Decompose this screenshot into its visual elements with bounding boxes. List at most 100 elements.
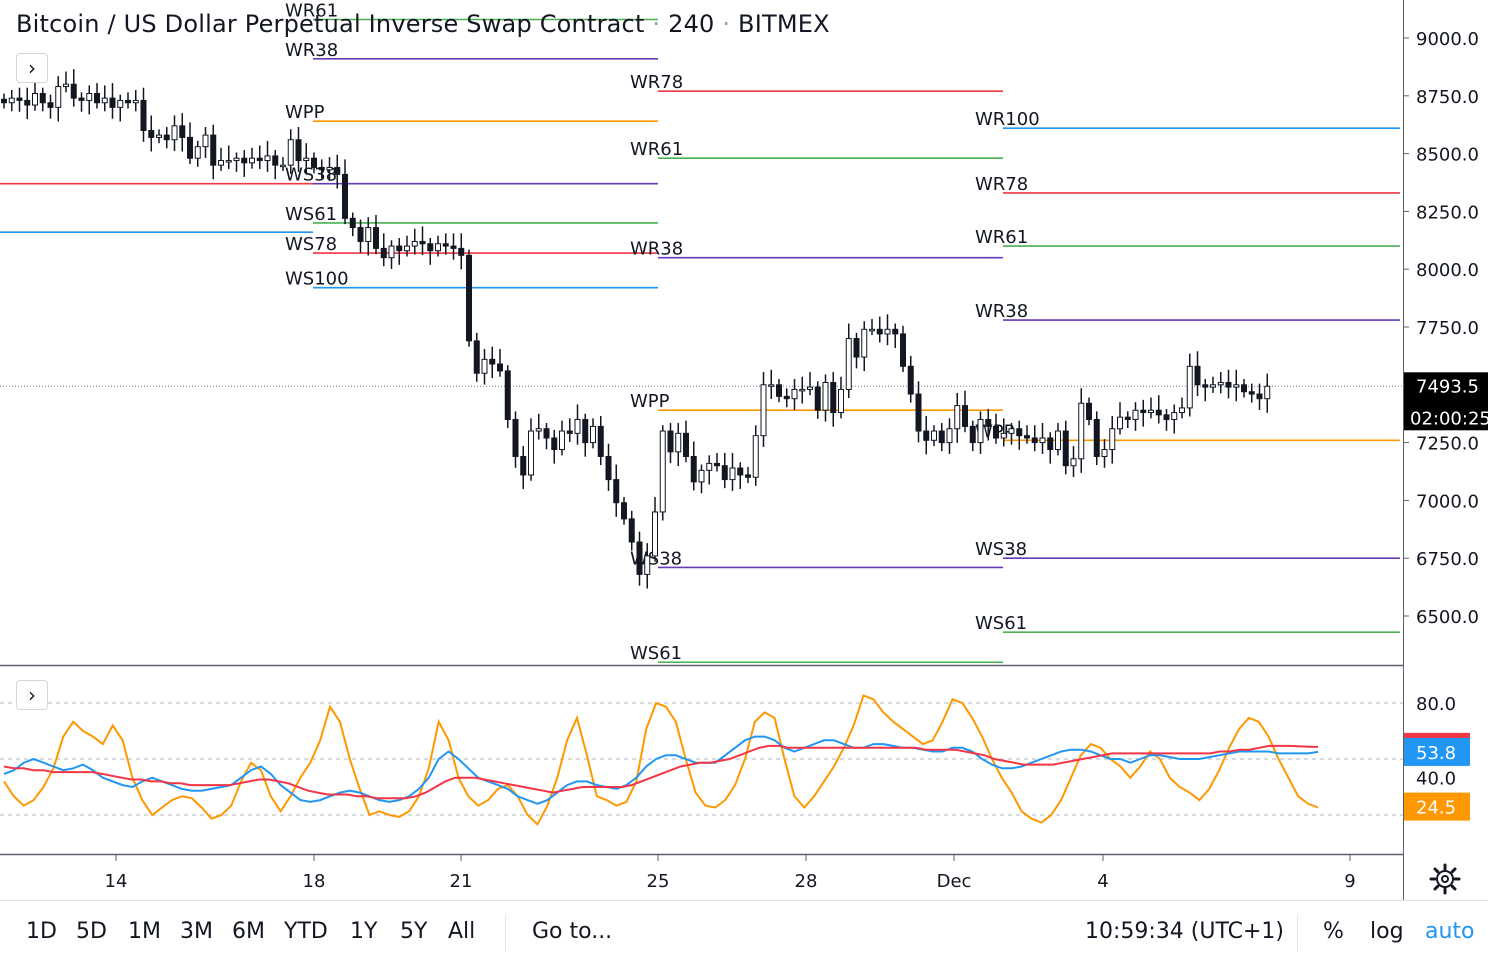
clock-timezone-label[interactable]: 10:59:34 (UTC+1): [1085, 919, 1285, 944]
indicator-value-label: 53.8: [1416, 743, 1456, 764]
candle: [24, 99, 31, 106]
pivot-label: WS38: [975, 539, 1027, 560]
range-5y-button[interactable]: 5Y: [400, 919, 428, 944]
range-all-button[interactable]: All: [448, 919, 476, 944]
range-1d-button[interactable]: 1D: [26, 919, 57, 944]
candle: [582, 418, 589, 444]
candle: [419, 240, 426, 245]
time-tick-label: 21: [450, 871, 473, 892]
candle: [605, 455, 612, 481]
candle: [551, 437, 558, 451]
interval-label[interactable]: 240: [668, 10, 715, 38]
candle: [698, 469, 705, 483]
candle: [32, 92, 38, 106]
time-tick-label: 18: [303, 871, 326, 892]
candle: [1078, 402, 1085, 460]
candle: [125, 99, 131, 104]
candle: [675, 432, 682, 453]
candle: [1070, 458, 1077, 467]
candle: [535, 428, 542, 432]
candle: [8, 97, 15, 104]
price-tick-label: 6750.0: [1416, 549, 1479, 570]
candle: [706, 462, 713, 471]
price-tick-label: 9000.0: [1416, 29, 1479, 50]
candle: [760, 384, 767, 437]
candle: [264, 155, 271, 162]
range-1m-button[interactable]: 1M: [128, 919, 161, 944]
candle: [543, 428, 550, 439]
candle: [621, 502, 627, 520]
pivot-label: WR61: [285, 1, 338, 22]
range-3m-button[interactable]: 3M: [180, 919, 213, 944]
candle: [295, 139, 302, 162]
candle: [225, 160, 232, 163]
candle: [404, 245, 410, 252]
range-1y-button[interactable]: 1Y: [350, 919, 378, 944]
candle: [380, 247, 387, 259]
percent-scale-button[interactable]: %: [1323, 919, 1344, 944]
candle: [1093, 418, 1100, 457]
candle: [1233, 384, 1240, 388]
pivot-label: WR78: [630, 72, 683, 93]
candle: [993, 425, 999, 439]
gear-icon[interactable]: [1428, 862, 1462, 896]
candle: [466, 254, 472, 342]
indicator-tick-label: 80.0: [1416, 694, 1456, 715]
candle: [1148, 409, 1154, 414]
candle: [1008, 428, 1015, 434]
indicator-series-line: [3, 735, 1319, 805]
candle: [559, 430, 565, 451]
countdown-label: 02:00:25: [1410, 408, 1488, 429]
candle: [349, 217, 356, 229]
time-tick-label: 25: [647, 871, 670, 892]
pivot-label: WR38: [630, 239, 683, 260]
log-scale-button[interactable]: log: [1370, 919, 1404, 944]
goto-date-button[interactable]: Go to...: [532, 919, 613, 944]
chevron-right-icon[interactable]: ›: [16, 53, 48, 83]
chevron-right-icon[interactable]: ›: [16, 680, 48, 710]
price-tick-label: 7250.0: [1416, 434, 1479, 455]
time-tick-label: 14: [105, 871, 128, 892]
pivot-label: WR78: [975, 174, 1028, 195]
candle: [218, 160, 224, 166]
candle: [241, 157, 248, 164]
indicator-value-label: 24.5: [1416, 798, 1456, 819]
chart-canvas[interactable]: WR61 WR38 WPP WS38 WS61 WS78 WS100 WR78 WR61 WR38…: [0, 0, 1488, 900]
candle: [845, 338, 852, 390]
candle: [194, 146, 201, 159]
candle: [729, 467, 736, 481]
candle: [969, 425, 976, 444]
candle: [1179, 407, 1185, 414]
candle: [233, 157, 240, 162]
candle: [628, 518, 635, 543]
candle: [977, 418, 984, 444]
candle: [1024, 435, 1030, 439]
price-tick-label: 7750.0: [1416, 318, 1479, 339]
candle: [1039, 437, 1046, 444]
candle: [171, 125, 178, 141]
candle: [791, 388, 798, 400]
candle: [489, 358, 496, 365]
candle: [799, 388, 806, 392]
auto-scale-button[interactable]: auto: [1425, 919, 1475, 944]
candle: [861, 328, 868, 358]
candle: [714, 462, 720, 467]
range-5d-button[interactable]: 5D: [76, 919, 107, 944]
candle: [311, 157, 317, 168]
candle: [163, 134, 170, 141]
candle: [892, 328, 899, 335]
candle: [1, 98, 7, 104]
range-6m-button[interactable]: 6M: [232, 919, 265, 944]
candle: [1248, 391, 1255, 395]
bottom-toolbar: 1D 5D 1M 3M 6M YTD 1Y 5Y All Go to... 10…: [0, 900, 1488, 966]
candle: [683, 432, 689, 457]
candle: [768, 384, 775, 387]
candle: [1225, 381, 1232, 388]
candle: [721, 465, 728, 481]
candle: [838, 388, 844, 414]
candle: [117, 99, 124, 108]
indicator-series-line: [3, 744, 1319, 800]
candle: [520, 455, 527, 476]
candle: [636, 541, 643, 575]
range-ytd-button[interactable]: YTD: [284, 919, 328, 944]
